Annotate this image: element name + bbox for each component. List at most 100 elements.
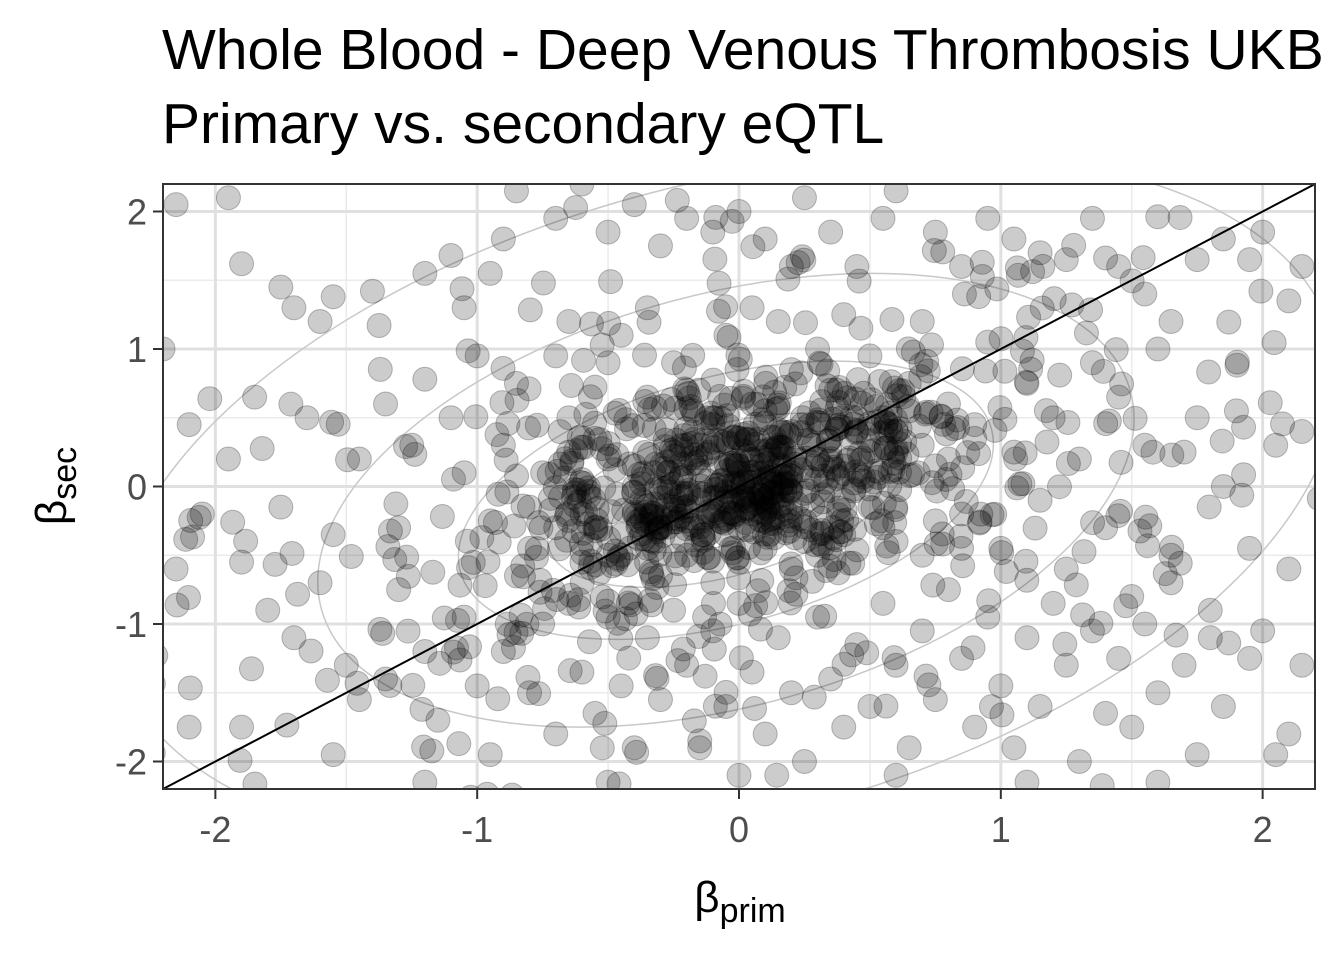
- data-point: [547, 419, 573, 445]
- data-point: [843, 459, 869, 485]
- data-point: [801, 684, 827, 710]
- data-point: [967, 509, 993, 535]
- data-point: [278, 391, 304, 417]
- data-point: [803, 467, 829, 493]
- data-point: [899, 462, 925, 488]
- data-point: [668, 480, 694, 506]
- data-point: [773, 520, 799, 546]
- data-point: [915, 358, 941, 384]
- data-point: [825, 389, 851, 415]
- data-point: [602, 457, 628, 483]
- data-point: [451, 604, 477, 630]
- data-point: [654, 417, 680, 443]
- data-point: [736, 481, 762, 507]
- data-point: [563, 437, 589, 463]
- data-point: [883, 436, 909, 462]
- data-point: [810, 453, 836, 479]
- data-point: [493, 447, 519, 473]
- data-point: [1040, 405, 1066, 431]
- data-point: [687, 735, 713, 761]
- data-point: [809, 397, 835, 423]
- data-point: [163, 192, 189, 218]
- data-point: [683, 532, 709, 558]
- data-point: [394, 544, 420, 570]
- data-point: [490, 639, 516, 664]
- data-point: [753, 370, 779, 396]
- data-point: [1229, 482, 1255, 508]
- data-point: [524, 536, 550, 562]
- data-point: [975, 329, 1001, 355]
- data-point: [857, 494, 883, 520]
- data-point: [870, 590, 896, 616]
- data-point: [1132, 281, 1158, 307]
- data-point: [944, 407, 970, 433]
- data-point: [515, 664, 541, 690]
- data-point: [703, 472, 729, 498]
- data-point: [845, 367, 871, 393]
- data-point: [569, 467, 595, 493]
- data-point: [663, 427, 689, 453]
- data-point: [517, 535, 543, 561]
- data-point: [644, 575, 670, 601]
- data-point: [829, 508, 855, 534]
- data-point: [783, 565, 809, 591]
- data-point: [987, 395, 1013, 421]
- y-tick-label: 1: [127, 329, 147, 370]
- data-point: [605, 545, 631, 571]
- data-point: [495, 411, 521, 437]
- data-point: [163, 645, 169, 666]
- data-point: [694, 405, 720, 431]
- data-point: [623, 503, 649, 529]
- data-point: [754, 495, 780, 521]
- data-point: [839, 642, 865, 668]
- data-point: [690, 540, 716, 566]
- data-point: [618, 592, 644, 618]
- data-point: [831, 380, 857, 406]
- data-point: [1066, 749, 1092, 774]
- data-point: [751, 521, 777, 547]
- data-point: [799, 568, 825, 594]
- data-point: [807, 531, 833, 557]
- data-point: [825, 502, 851, 528]
- data-point: [489, 390, 515, 416]
- data-point: [776, 518, 802, 544]
- data-point: [656, 474, 682, 500]
- data-point: [906, 413, 932, 439]
- data-point: [596, 526, 622, 552]
- data-point: [739, 295, 765, 321]
- data-point: [543, 343, 569, 369]
- data-point: [749, 476, 775, 502]
- data-point: [882, 510, 908, 536]
- data-point: [262, 551, 288, 577]
- data-point: [721, 504, 747, 530]
- data-point: [765, 392, 791, 418]
- x-tick-label: -1: [461, 809, 493, 850]
- data-point: [883, 184, 909, 204]
- data-point: [883, 529, 909, 554]
- data-point: [806, 350, 832, 376]
- data-point: [782, 371, 808, 397]
- data-point: [440, 639, 466, 665]
- data-point: [715, 413, 741, 439]
- data-point: [504, 463, 530, 489]
- data-point: [1152, 561, 1178, 587]
- data-point: [813, 469, 839, 495]
- data-point: [1070, 602, 1096, 628]
- data-point: [788, 457, 814, 483]
- data-point: [930, 239, 956, 265]
- data-point: [735, 427, 761, 453]
- data-point: [721, 424, 747, 450]
- data-point: [880, 443, 906, 469]
- data-point: [617, 535, 643, 561]
- data-point: [700, 501, 726, 527]
- data-point: [589, 584, 615, 610]
- data-point: [1158, 542, 1184, 568]
- data-point: [831, 461, 857, 487]
- data-point: [760, 505, 786, 531]
- data-point: [1105, 503, 1131, 529]
- data-point: [577, 532, 603, 558]
- data-point: [636, 396, 662, 422]
- data-point: [960, 635, 986, 661]
- data-point: [510, 493, 536, 519]
- data-point: [510, 553, 536, 579]
